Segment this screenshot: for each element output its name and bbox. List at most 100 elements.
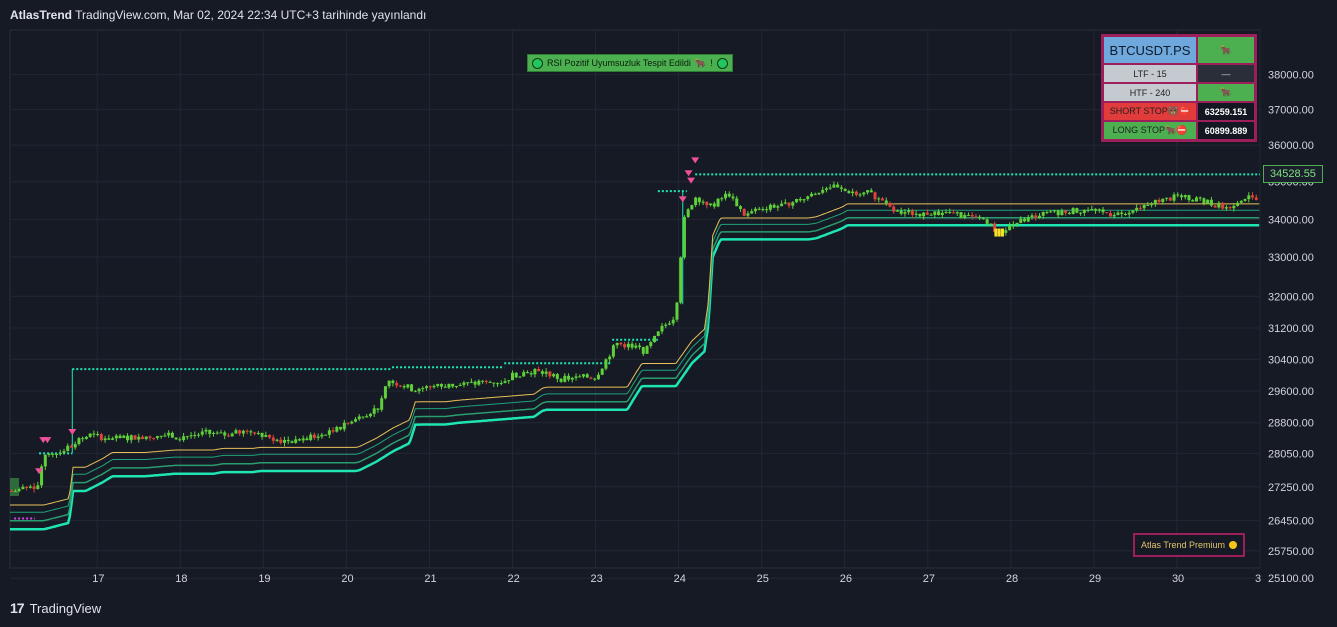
candle-body: [312, 434, 316, 438]
candle-body: [806, 196, 810, 200]
candle-body: [694, 197, 698, 206]
x-tick-label: 22: [507, 573, 519, 585]
candle-body: [1168, 197, 1172, 201]
sell-signal-triangle: [684, 170, 693, 177]
candle-body: [787, 202, 791, 206]
candle-body: [238, 430, 242, 434]
candle-body: [679, 257, 683, 303]
candle-body: [174, 437, 178, 440]
bull-icon: 🐂: [694, 57, 707, 68]
x-tick-label: 30: [1172, 573, 1184, 585]
symbol-cell: BTCUSDT.PS: [1104, 37, 1196, 63]
candle-body: [510, 372, 514, 381]
candle-body: [428, 386, 432, 388]
candle-body: [619, 342, 623, 345]
candle-body: [1064, 210, 1068, 213]
candle-body: [410, 384, 414, 392]
candle-body: [675, 302, 679, 320]
candle-body: [544, 371, 548, 374]
candle-body: [600, 368, 604, 375]
y-tick-label: 29600.00: [1268, 386, 1314, 398]
candle-body: [574, 376, 578, 378]
candle-body: [443, 386, 447, 388]
candle-body: [940, 212, 944, 216]
candle-body: [877, 198, 881, 200]
candle-body: [989, 223, 993, 225]
candle-body: [96, 434, 100, 436]
candle-body: [742, 208, 746, 216]
candle-body: [327, 430, 331, 435]
candle-body: [13, 491, 17, 493]
candle-body: [92, 433, 96, 435]
candle-body: [140, 436, 144, 440]
candle-body: [234, 430, 238, 434]
candle-body: [944, 211, 948, 213]
candle-body: [690, 205, 694, 210]
candle-body: [525, 372, 529, 374]
candle-body: [264, 434, 268, 437]
candle-body: [283, 439, 287, 443]
candle-body: [1049, 211, 1053, 213]
candle-body: [978, 216, 982, 219]
candle-body: [211, 432, 215, 434]
candle-body: [107, 438, 111, 440]
candle-body: [1116, 212, 1120, 215]
candle-body: [1041, 212, 1045, 216]
candle-body: [81, 438, 85, 440]
y-tick-label: 32000.00: [1268, 291, 1314, 303]
candle-body: [1198, 197, 1202, 199]
candle-body: [182, 436, 186, 441]
candle-body: [129, 435, 133, 441]
candle-body: [62, 451, 66, 453]
candle-body: [937, 211, 941, 216]
x-tick-label: 29: [1089, 573, 1101, 585]
y-tick-label: 31200.00: [1268, 323, 1314, 335]
candle-body: [709, 203, 713, 206]
candle-body: [933, 211, 937, 215]
candle-body: [51, 453, 55, 455]
candle-body: [686, 209, 690, 217]
y-tick-label: 25100.00: [1268, 573, 1314, 585]
candle-body: [866, 190, 870, 193]
candle-body: [200, 431, 204, 435]
candle-body: [1120, 212, 1124, 214]
candle-body: [1056, 210, 1060, 216]
candle-body: [316, 436, 320, 438]
candle-body: [178, 439, 182, 441]
candle-body: [1206, 199, 1210, 204]
candle-body: [828, 187, 832, 189]
green-dot-icon: [532, 57, 543, 69]
candle-body: [1191, 200, 1195, 202]
candle-body: [223, 432, 227, 436]
htf-value-cell: 🐂: [1198, 84, 1254, 101]
y-tick-label: 33000.00: [1268, 252, 1314, 264]
x-tick-label: 20: [341, 573, 353, 585]
candle-body: [484, 380, 488, 382]
candle-body: [84, 436, 88, 439]
tradingview-footer[interactable]: 17 TradingView: [10, 600, 101, 616]
candle-body: [634, 345, 638, 348]
y-tick-label: 37000.00: [1268, 105, 1314, 117]
candle-body: [305, 438, 309, 441]
candle-body: [873, 192, 877, 200]
y-tick-label: 28800.00: [1268, 418, 1314, 430]
x-tick-label: 28: [1006, 573, 1018, 585]
candle-body: [1251, 195, 1255, 198]
candle-body: [451, 383, 455, 387]
candle-body: [43, 454, 47, 467]
candle-body: [798, 199, 802, 201]
candle-body: [1165, 197, 1169, 199]
candle-body: [148, 436, 152, 438]
candle-body: [103, 438, 107, 441]
candle-body: [324, 434, 328, 436]
candle-body: [185, 436, 189, 438]
candle-body: [1079, 212, 1083, 214]
tradingview-label: TradingView: [29, 600, 102, 616]
candle-body: [582, 374, 586, 377]
candle-body: [492, 382, 496, 384]
candle-body: [761, 209, 765, 211]
plot-area: [9, 29, 1261, 569]
candle-body: [858, 194, 862, 196]
candle-body: [970, 215, 974, 217]
